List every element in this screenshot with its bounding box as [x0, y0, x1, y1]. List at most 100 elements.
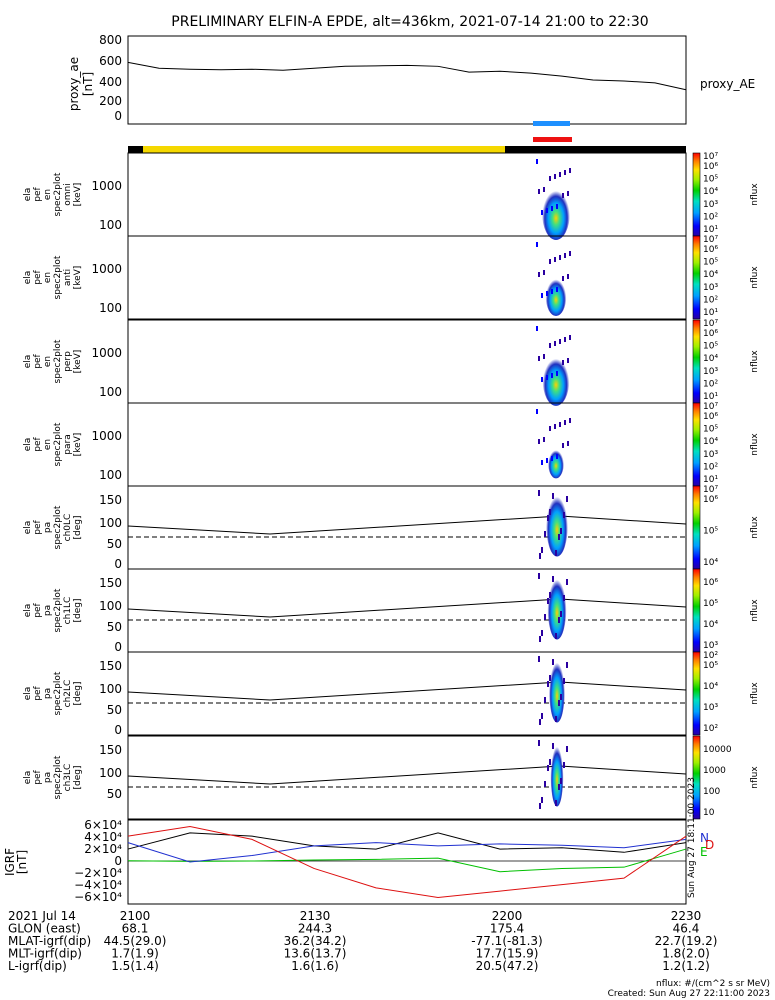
- pitch-angle-speck: [538, 490, 540, 496]
- spectrogram-speck: [549, 176, 551, 181]
- panel-ylabel: ch0LC: [63, 514, 73, 542]
- units-note: nflux: #/(cm^2 s sr MeV): [656, 979, 770, 989]
- colorbar-tick-label: 10¹: [703, 225, 718, 235]
- colorbar-tick-label: 10⁶: [703, 412, 718, 422]
- footer-value: 13.6(13.7): [284, 947, 347, 961]
- colorbar-tick-label: 10⁴: [703, 354, 718, 364]
- pa-ytick: 50: [107, 787, 122, 801]
- colorbar-tick-label: 10⁴: [703, 682, 718, 692]
- pa-panel-ch1LC: ela pef pa spec2plot ch1LC [deg] 150 100 50 0 10⁶ 1…: [23, 568, 760, 654]
- panel-ylabel: [deg]: [73, 766, 83, 790]
- pitch-angle-speck: [552, 659, 554, 665]
- spectrogram-panels: ela pef en spec2plot omni [keV] 100010010⁷10⁶1…: [23, 152, 760, 487]
- igrf-e-line: [127, 848, 687, 873]
- colorbar-tick-label: 10⁵: [703, 175, 718, 185]
- pitch-angle-speck: [555, 633, 557, 639]
- spectrogram-speck: [536, 159, 538, 164]
- spectrogram-speck: [559, 339, 561, 344]
- spectrogram-speck: [551, 373, 553, 378]
- footer-value: 244.3: [298, 922, 332, 936]
- igrf-ytick: −2×10⁴: [74, 866, 122, 880]
- colorbar: [692, 568, 701, 653]
- loss-cone-line: [127, 598, 687, 618]
- panel-ylabel: en: [43, 439, 53, 450]
- spectrogram-speck: [546, 291, 548, 296]
- red-footprint-bar: [533, 137, 572, 142]
- igrf-ytick: −6×10⁴: [74, 890, 122, 904]
- spectrogram-flux-blob: [542, 185, 570, 240]
- panel-ylabel: pa: [43, 688, 53, 699]
- pa-ytick: 50: [107, 537, 122, 551]
- spec-ytick: 1000: [91, 429, 122, 443]
- spec-ytick: 100: [99, 468, 122, 482]
- pitch-angle-speck: [563, 762, 565, 768]
- panel-ylabel: pef: [33, 519, 43, 534]
- footer-value: 68.1: [122, 922, 149, 936]
- footer-value: 1.8(2.0): [662, 947, 710, 961]
- spectrogram-speck: [556, 371, 558, 376]
- footer-value: 22.7(19.2): [655, 934, 718, 948]
- colorbar-tick-label: 100: [703, 787, 720, 797]
- pa-ytick: 50: [107, 620, 122, 634]
- panel-ylabel: pef: [33, 602, 43, 617]
- footer-value: 44.5(29.0): [104, 934, 167, 948]
- spec-ytick: 100: [99, 301, 122, 315]
- created-note: Created: Sun Aug 27 22:11:00 2023: [608, 989, 770, 999]
- footer-value: 2200: [492, 909, 523, 923]
- spec-ytick: 1000: [91, 346, 122, 360]
- colorbar-top-label: 10⁷: [703, 235, 718, 245]
- spectrogram-speck: [556, 287, 558, 292]
- spectrogram-speck: [538, 272, 540, 277]
- footer-value: 1.2(1.2): [662, 959, 710, 973]
- panel-ylabel: omni: [63, 183, 73, 205]
- colorbar-top-label: 10⁷: [703, 402, 718, 412]
- colorbar-tick-label: 10⁶: [703, 245, 718, 255]
- panel-ylabel: pef: [33, 353, 43, 368]
- pa-ytick: 100: [99, 766, 122, 780]
- pitch-angle-speck: [566, 662, 568, 668]
- panel-ylabel: [keV]: [73, 350, 83, 374]
- spectrogram-speck: [541, 460, 543, 465]
- pitch-angle-speck: [549, 509, 551, 515]
- pitch-angle-speck: [560, 611, 562, 617]
- spectrogram-speck: [546, 458, 548, 463]
- panel-ylabel: spec2plot: [53, 339, 63, 383]
- colorbar-top-label: 10⁷: [703, 152, 718, 162]
- footer-value: 1.6(1.6): [291, 959, 339, 973]
- panel-ylabel: [keV]: [73, 266, 83, 290]
- ae-series-line: [127, 61, 687, 91]
- panel-ylabel: ch2LC: [63, 680, 73, 708]
- pitch-angle-flux-blob: [549, 656, 565, 723]
- pitch-angle-panels: ela pef pa spec2plot ch0LC [deg]15010050010⁷1…: [23, 485, 760, 820]
- igrf-n-line: [127, 832, 687, 853]
- panel-ylabel: spec2plot: [53, 755, 63, 799]
- colorbar-tick-label: 10²: [703, 462, 718, 472]
- footer-value: 2130: [300, 909, 331, 923]
- panel-ylabel: pef: [33, 685, 43, 700]
- pitch-angle-speck: [539, 636, 541, 642]
- pa-ytick: 150: [99, 659, 122, 673]
- pitch-angle-speck: [544, 614, 546, 620]
- spectrogram-speck: [567, 191, 569, 196]
- panel-ylabel: pa: [43, 772, 53, 783]
- pitch-angle-speck: [539, 803, 541, 809]
- footer-value: 2100: [120, 909, 151, 923]
- pa-ytick: 100: [99, 516, 122, 530]
- panel-ylabel: anti: [63, 269, 73, 286]
- footer-row-label: GLON (east): [8, 922, 81, 936]
- pitch-angle-flux-blob: [546, 490, 568, 557]
- igrf-legend-d: D: [705, 838, 714, 852]
- colorbar-tick-label: 10³: [703, 450, 718, 460]
- panel-ylabel: [deg]: [73, 599, 83, 623]
- panel-ylabel: en: [43, 356, 53, 367]
- panel-ylabel: ela: [23, 271, 33, 285]
- colorbar-tick-label: 10⁵: [703, 599, 718, 609]
- ae-ytick: 400: [99, 75, 122, 89]
- spectrogram-speck: [551, 206, 553, 211]
- pitch-angle-speck: [549, 592, 551, 598]
- spectrogram-speck: [543, 354, 545, 359]
- colorbar-tick-label: 10⁵: [703, 425, 718, 435]
- panel-ylabel: ela: [23, 438, 33, 452]
- footer-value: 36.2(34.2): [284, 934, 347, 948]
